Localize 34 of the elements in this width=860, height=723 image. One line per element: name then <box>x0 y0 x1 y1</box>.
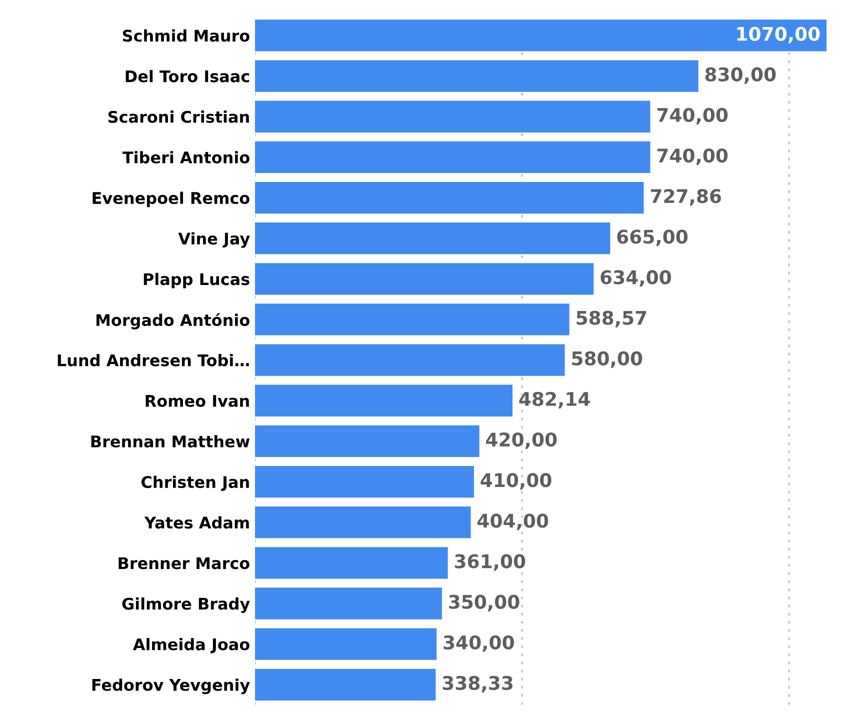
data-label: 340,00 <box>444 635 514 652</box>
data-label: 482,14 <box>519 392 590 408</box>
data-label: 830,00 <box>705 67 776 84</box>
data-label: 338,33 <box>442 676 512 692</box>
y-tick-label: Schmid Mauro <box>122 29 250 42</box>
data-label: 740,00 <box>657 108 728 124</box>
data-label: 740,00 <box>657 148 728 166</box>
y-tick-label: Almeida Joao <box>132 638 250 654</box>
y-tick-label: Gilmore Brady <box>122 597 250 614</box>
data-label: 1070,00 <box>737 26 820 44</box>
y-tick-label: Romeo Ivan <box>146 395 249 407</box>
y-tick-label: Lund Andresen Tobi… <box>58 354 249 366</box>
data-label: 634,00 <box>600 270 671 287</box>
y-tick-label: Scaroni Cristian <box>108 110 249 123</box>
y-tick-label: Fedorov Yevgeniy <box>92 678 250 694</box>
data-label: 350,00 <box>449 594 520 612</box>
y-tick-label: Yates Adam <box>144 516 249 529</box>
y-tick-label: Del Toro Isaac <box>126 70 250 82</box>
data-label: 361,00 <box>454 554 526 571</box>
y-tick-label: Tiberi Antonio <box>122 151 250 164</box>
data-label: 665,00 <box>617 230 688 246</box>
data-label: 588,57 <box>576 310 646 328</box>
y-tick-label: Christen Jan <box>141 476 249 492</box>
data-label: 727,86 <box>650 189 721 206</box>
y-tick-label: Plapp Lucas <box>144 272 250 288</box>
y-tick-label: Morgado António <box>96 313 250 330</box>
y-tick-label: Brennan Matthew <box>91 435 250 448</box>
y-tick-label: Evenepoel Remco <box>92 192 250 208</box>
data-label: 410,00 <box>480 473 552 490</box>
y-tick-label: Brenner Marco <box>118 557 250 570</box>
data-label: 580,00 <box>572 351 642 368</box>
y-tick-label: Vine Jay <box>178 232 250 248</box>
data-label: 404,00 <box>478 514 548 530</box>
data-label: 420,00 <box>486 432 557 450</box>
